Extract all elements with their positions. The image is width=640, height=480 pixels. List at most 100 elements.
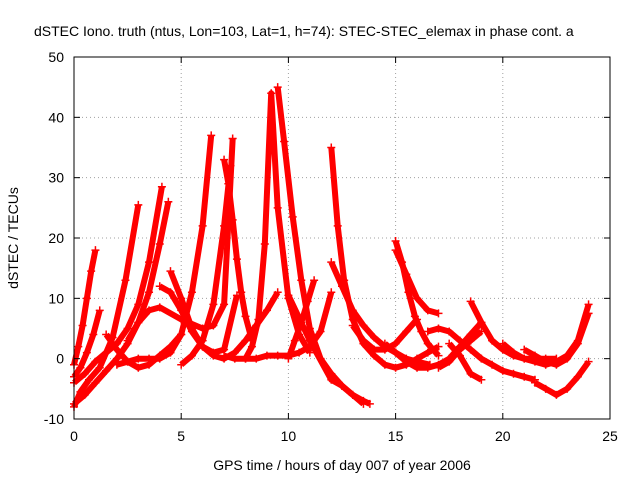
- data-point: [541, 384, 550, 393]
- data-point: [198, 221, 207, 230]
- y-axis-label: dSTEC / TECUs: [5, 187, 21, 289]
- data-point: [254, 315, 263, 324]
- data-point: [134, 318, 143, 327]
- data-point: [220, 351, 229, 360]
- data-point: [466, 345, 475, 354]
- data-point: [187, 351, 196, 360]
- x-tick-label: 0: [70, 428, 78, 444]
- axis-ticks: 0 5 10 15 20 25 -10 0 10 20 30 40 50: [44, 49, 618, 444]
- data-point: [410, 312, 419, 321]
- data-point: [123, 324, 132, 333]
- data-point: [273, 351, 282, 360]
- data-point: [434, 309, 443, 318]
- data-point: [230, 354, 239, 363]
- data-point: [241, 354, 250, 363]
- data-point: [520, 345, 529, 354]
- data-point: [241, 312, 250, 321]
- data-series: [391, 246, 443, 318]
- data-point: [413, 363, 422, 372]
- data-point: [584, 300, 593, 309]
- data-point: [74, 342, 83, 351]
- data-point: [348, 321, 357, 330]
- data-point: [359, 321, 368, 330]
- data-point: [155, 240, 164, 249]
- data-point: [310, 276, 319, 285]
- data-point: [155, 303, 164, 312]
- data-point: [573, 339, 582, 348]
- data-point: [89, 330, 98, 339]
- data-point: [102, 330, 111, 339]
- data-series: [112, 131, 216, 369]
- data-point: [391, 348, 400, 357]
- data-point: [391, 237, 400, 246]
- data-point: [445, 327, 454, 336]
- data-point: [260, 240, 269, 249]
- y-tick-label: -10: [44, 411, 64, 427]
- data-point: [262, 351, 271, 360]
- data-point: [297, 276, 306, 285]
- data-point: [220, 155, 229, 164]
- data-point: [333, 221, 342, 230]
- data-point: [145, 288, 154, 297]
- data-point: [134, 300, 143, 309]
- data-point: [112, 345, 121, 354]
- data-point: [402, 270, 411, 279]
- data-point: [466, 297, 475, 306]
- data-point: [391, 363, 400, 372]
- data-point: [573, 372, 582, 381]
- data-point: [423, 327, 432, 336]
- data-point: [80, 390, 89, 399]
- data-point: [359, 336, 368, 345]
- data-point: [209, 321, 218, 330]
- data-point: [155, 354, 164, 363]
- data-point: [466, 336, 475, 345]
- data-point: [434, 363, 443, 372]
- data-series: [434, 327, 486, 372]
- chart-title: dSTEC Iono. truth (ntus, Lon=103, Lat=1,…: [34, 23, 574, 39]
- data-point: [509, 369, 518, 378]
- data-point: [370, 333, 379, 342]
- data-point: [530, 378, 539, 387]
- data-point: [327, 143, 336, 152]
- data-point: [121, 276, 130, 285]
- data-point: [76, 387, 85, 396]
- y-tick-label: 10: [48, 290, 64, 306]
- data-point: [145, 258, 154, 267]
- data-point: [338, 381, 346, 390]
- data-point: [280, 137, 289, 146]
- data-point: [455, 351, 464, 360]
- data-point: [78, 321, 87, 330]
- data-point: [509, 348, 518, 357]
- x-tick-label: 5: [177, 428, 185, 444]
- data-point: [348, 390, 357, 399]
- y-tick-label: 20: [48, 230, 64, 246]
- data-point: [228, 215, 237, 224]
- data-series: [530, 357, 593, 399]
- data-point: [177, 360, 186, 369]
- data-point: [391, 246, 400, 255]
- y-tick-label: 0: [56, 351, 64, 367]
- series-trace: [446, 341, 483, 383]
- data-point: [102, 366, 111, 375]
- y-tick-label: 30: [48, 170, 64, 186]
- data-point: [455, 336, 464, 345]
- data-point: [123, 357, 132, 366]
- data-point: [187, 288, 196, 297]
- data-series: [177, 161, 235, 369]
- data-point: [370, 345, 379, 354]
- data-point: [237, 288, 246, 297]
- data-point: [327, 258, 336, 267]
- data-point: [209, 351, 218, 360]
- data-point: [134, 354, 143, 363]
- data-point: [187, 324, 196, 333]
- data-point: [273, 288, 282, 297]
- data-point: [305, 348, 314, 357]
- data-point: [530, 351, 539, 360]
- data-series: [348, 315, 422, 354]
- data-point: [166, 267, 175, 276]
- data-point: [413, 294, 422, 303]
- data-series: [520, 309, 593, 369]
- data-point: [80, 369, 89, 378]
- data-point: [423, 348, 432, 357]
